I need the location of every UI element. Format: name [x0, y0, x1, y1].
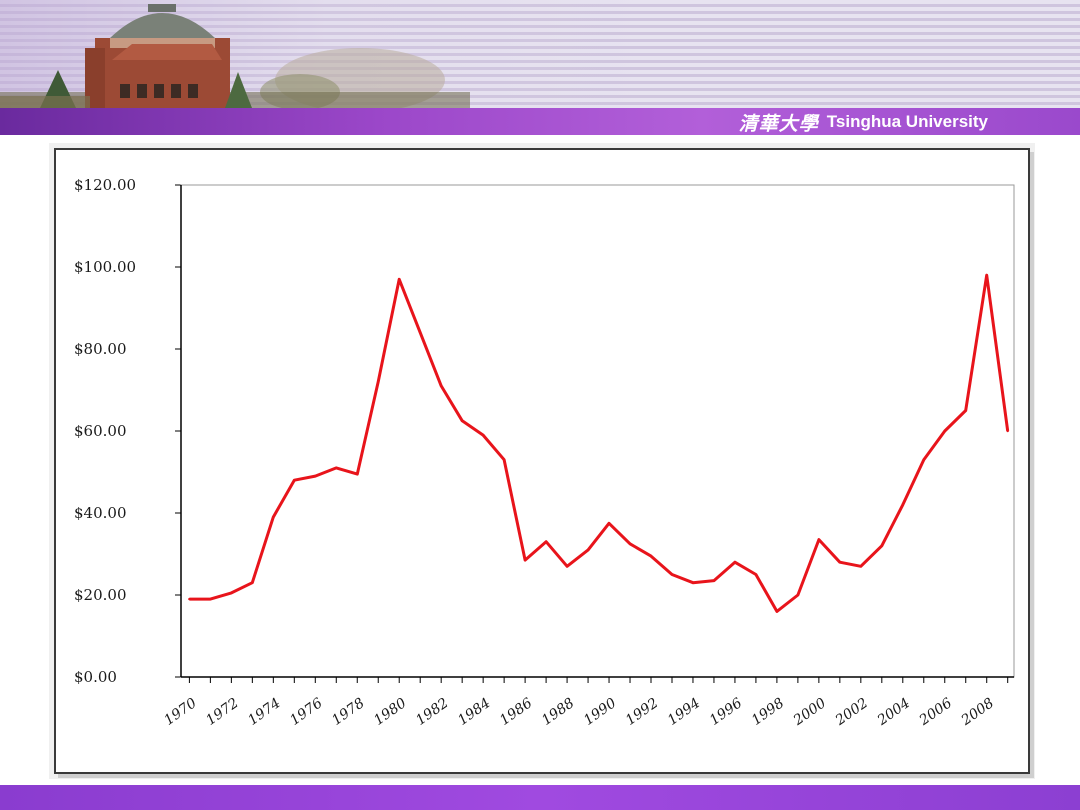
data-point — [670, 573, 674, 576]
data-point — [796, 593, 800, 597]
data-point — [209, 597, 212, 601]
data-point — [1006, 429, 1009, 433]
plot-area — [180, 184, 1015, 678]
data-point — [230, 591, 233, 595]
data-point — [586, 548, 590, 552]
y-tick-label: $100.00 — [74, 258, 136, 276]
data-point — [712, 579, 716, 582]
oil-price-line-chart: $0.00 $20.00 $40.00 $60.00 $80.00 $100.00 $120… — [74, 176, 1015, 729]
data-point — [964, 409, 967, 412]
data-point — [272, 515, 275, 519]
x-tick-label: 1992 — [623, 695, 661, 729]
data-point — [460, 419, 464, 422]
header-banner: 清華大學 Tsinghua University — [0, 0, 1080, 135]
data-point — [188, 597, 191, 601]
data-point — [565, 565, 569, 568]
x-tick-label: 2006 — [916, 695, 955, 729]
series-layer — [188, 273, 1010, 613]
chart-frame: $0.00 $20.00 $40.00 $60.00 $80.00 $100.00 $120… — [54, 148, 1030, 774]
x-tick-label: 1982 — [413, 695, 451, 729]
footer-bar — [0, 785, 1080, 810]
x-tick-label: 1996 — [707, 695, 745, 729]
x-tick-label: 1994 — [665, 695, 703, 729]
logo-text: Tsinghua University — [826, 112, 988, 131]
x-tick-label: 1980 — [371, 695, 409, 729]
x-tick-label: 2002 — [832, 695, 871, 729]
x-tick-label: 1978 — [329, 695, 367, 729]
y-tick-label: $60.00 — [74, 422, 127, 440]
data-point — [544, 540, 548, 543]
data-point — [733, 561, 737, 564]
data-point — [314, 474, 317, 478]
data-point — [838, 561, 842, 564]
data-point — [649, 554, 653, 558]
data-point — [628, 542, 632, 545]
y-tick-label: $40.00 — [74, 504, 127, 522]
y-axis-ticks: $0.00 $20.00 $40.00 $60.00 $80.00 $100.00 $120… — [74, 176, 181, 686]
x-tick-label: 1970 — [161, 695, 199, 729]
x-tick-label: 2008 — [958, 695, 997, 729]
data-point — [356, 472, 359, 476]
x-tick-label: 1974 — [245, 695, 283, 729]
data-point — [859, 565, 863, 568]
y-tick-label: $20.00 — [74, 586, 127, 604]
x-tick-label: 1998 — [749, 695, 787, 729]
data-point — [880, 544, 884, 547]
x-tick-label: 1972 — [203, 695, 241, 729]
y-tick-label: $80.00 — [74, 340, 127, 358]
x-tick-label: 2004 — [874, 695, 913, 729]
data-point — [691, 581, 695, 584]
data-point — [418, 331, 422, 334]
data-point — [922, 458, 925, 461]
x-tick-label: 1976 — [287, 695, 325, 729]
data-point — [985, 274, 988, 277]
x-tick-label: 1988 — [539, 695, 577, 729]
price-series-line — [189, 273, 1010, 613]
x-tick-label: 1990 — [581, 695, 619, 729]
x-tick-label: 1984 — [455, 695, 493, 729]
data-point — [817, 538, 821, 541]
x-tick-label: 1986 — [497, 695, 535, 729]
x-axis-ticks: 1970 1972 1974 1976 1978 1980 1982 1984 1986 1988… — [161, 677, 1009, 729]
logo-calligraphy: 清華大學 — [738, 112, 819, 135]
y-tick-label: $0.00 — [74, 668, 117, 686]
data-point — [943, 429, 946, 433]
data-point — [775, 610, 779, 613]
y-tick-label: $120.00 — [74, 176, 136, 194]
data-point — [251, 581, 254, 584]
campus-building-image — [0, 4, 470, 108]
data-point — [481, 433, 485, 437]
x-tick-label: 2000 — [790, 695, 829, 729]
header-purple-band — [0, 108, 1080, 135]
data-point — [335, 466, 338, 470]
data-point — [439, 384, 443, 388]
data-point — [293, 479, 296, 482]
tsinghua-logo: 清華大學 Tsinghua University — [738, 110, 988, 135]
data-point — [901, 503, 904, 506]
data-point — [607, 522, 611, 525]
data-point — [502, 458, 506, 461]
data-point — [377, 380, 380, 383]
data-point — [523, 558, 527, 562]
data-point — [754, 573, 758, 576]
data-point — [398, 278, 401, 281]
